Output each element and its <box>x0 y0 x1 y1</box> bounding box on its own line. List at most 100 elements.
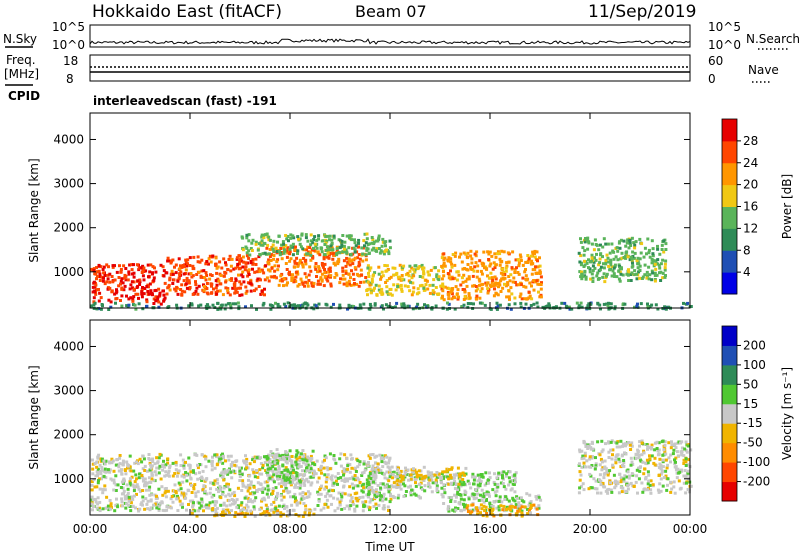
power-cell <box>183 290 187 294</box>
velocity-cell <box>624 489 628 493</box>
velocity-cell <box>112 478 116 482</box>
power-cell <box>465 267 469 271</box>
velocity-cell <box>578 448 582 452</box>
power-cell <box>481 264 485 268</box>
power-cell <box>317 234 321 238</box>
power-cell <box>278 253 282 257</box>
velocity-cell <box>277 467 281 471</box>
velocity-cell <box>407 478 411 482</box>
power-cell <box>97 307 101 311</box>
velocity-colorbar-swatch <box>722 423 737 444</box>
power-cell <box>635 277 639 281</box>
velocity-cell <box>453 500 457 503</box>
power-cell <box>521 263 525 267</box>
velocity-cell <box>96 496 100 500</box>
power-cell <box>493 287 496 291</box>
velocity-cell <box>423 489 427 493</box>
power-cell <box>247 256 251 260</box>
velocity-cell <box>280 484 283 488</box>
velocity-cell <box>404 466 407 470</box>
velocity-cell <box>491 488 495 492</box>
velocity-cell <box>539 498 543 502</box>
power-cell <box>630 236 634 240</box>
velocity-cell <box>314 472 318 476</box>
power-cell <box>583 263 587 267</box>
power-cell <box>393 266 397 270</box>
power-cell <box>303 272 307 276</box>
velocity-cell <box>178 483 182 487</box>
velocity-cell <box>687 458 691 462</box>
power-cell <box>641 275 645 279</box>
velocity-cell <box>682 474 686 478</box>
velocity-cell <box>624 442 628 446</box>
power-cell <box>340 244 344 248</box>
power-cell <box>240 235 244 239</box>
velocity-cell <box>151 457 155 461</box>
velocity-cell <box>91 472 95 476</box>
velocity-cell <box>626 484 630 488</box>
nsky-tick-bottom: 10^0 <box>52 38 85 52</box>
velocity-cell <box>277 482 281 486</box>
power-cell <box>176 279 180 283</box>
power-cell <box>235 256 239 260</box>
velocity-cell <box>265 509 269 513</box>
power-cell <box>137 266 141 270</box>
velocity-cell <box>389 497 393 501</box>
power-cell <box>168 278 172 282</box>
velocity-cell <box>368 472 372 475</box>
velocity-cell <box>277 465 281 468</box>
velocity-cell <box>317 476 321 480</box>
velocity-cell <box>685 473 689 477</box>
power-cell <box>380 304 384 308</box>
power-cell <box>593 238 597 242</box>
velocity-cell <box>309 464 313 468</box>
velocity-cell <box>123 495 127 498</box>
power-cell <box>317 267 321 271</box>
power-cell <box>138 283 142 286</box>
velocity-cell <box>535 507 539 511</box>
velocity-cell <box>346 467 350 471</box>
velocity-cell <box>319 464 323 468</box>
velocity-cell <box>266 471 269 475</box>
velocity-cell <box>465 506 469 510</box>
velocity-cell <box>266 456 270 460</box>
power-cell <box>602 266 606 270</box>
velocity-cell <box>450 466 454 470</box>
velocity-cell <box>454 506 457 510</box>
velocity-cell <box>518 506 522 510</box>
power-cell <box>114 291 118 295</box>
power-cell <box>483 303 487 307</box>
power-cell <box>408 264 412 268</box>
velocity-cell <box>675 450 679 454</box>
velocity-cell <box>319 508 323 512</box>
power-cell <box>471 284 475 288</box>
velocity-cell <box>293 478 297 482</box>
velocity-cell <box>99 457 103 461</box>
velocity-cell <box>529 503 533 507</box>
velocity-cell <box>282 476 286 480</box>
power-cell <box>594 258 598 262</box>
power-cell <box>377 236 381 240</box>
velocity-cell <box>307 469 311 473</box>
power-cell <box>168 288 172 292</box>
velocity-cell <box>241 482 245 486</box>
velocity-cell <box>502 504 506 508</box>
velocity-cell <box>463 473 466 477</box>
power-cell <box>650 303 654 307</box>
velocity-cell <box>246 489 250 493</box>
velocity-cell <box>456 466 460 470</box>
velocity-cell <box>266 473 270 477</box>
power-cell <box>184 258 188 262</box>
velocity-cell <box>282 495 286 499</box>
power-cell <box>499 279 503 283</box>
velocity-cell <box>98 509 102 513</box>
velocity-cell <box>618 445 622 449</box>
power-cell <box>187 304 191 308</box>
power-cell <box>254 240 258 244</box>
velocity-cell <box>322 466 326 470</box>
velocity-cell <box>496 473 500 477</box>
power-cell <box>128 287 132 291</box>
power-cell <box>389 292 392 296</box>
velocity-cell <box>210 495 214 499</box>
velocity-cell <box>136 462 140 466</box>
